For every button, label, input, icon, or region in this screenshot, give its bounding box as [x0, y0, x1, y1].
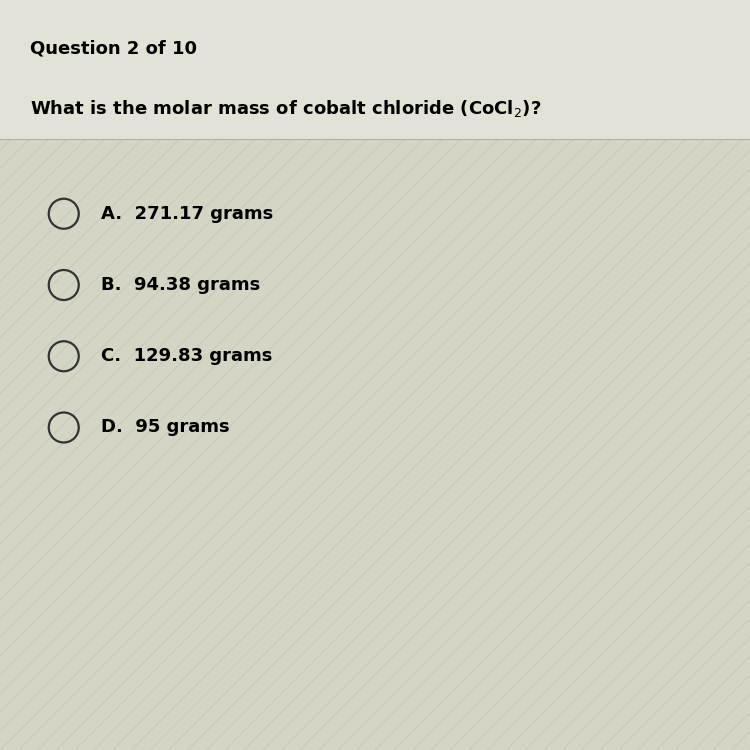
Text: D.  95 grams: D. 95 grams [101, 419, 230, 436]
Text: A.  271.17 grams: A. 271.17 grams [101, 205, 274, 223]
Text: C.  129.83 grams: C. 129.83 grams [101, 347, 273, 365]
Text: Question 2 of 10: Question 2 of 10 [30, 40, 197, 58]
FancyBboxPatch shape [0, 0, 750, 139]
Text: B.  94.38 grams: B. 94.38 grams [101, 276, 260, 294]
Text: What is the molar mass of cobalt chloride (CoCl$_2$)?: What is the molar mass of cobalt chlorid… [30, 98, 542, 119]
